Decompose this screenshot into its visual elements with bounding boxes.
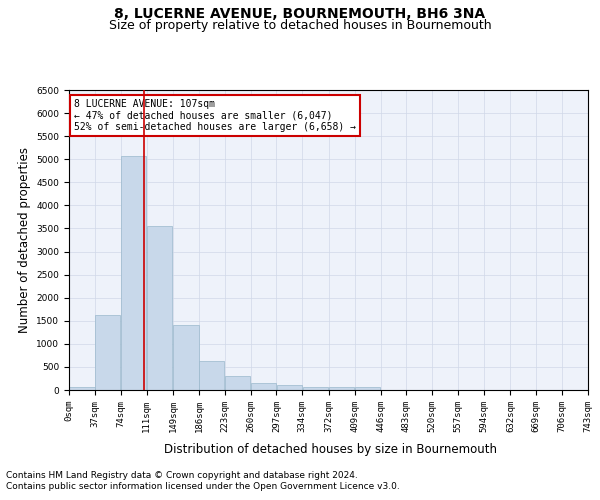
Bar: [199, 362, 224, 390]
Text: Distribution of detached houses by size in Bournemouth: Distribution of detached houses by size …: [163, 442, 497, 456]
Bar: [355, 388, 380, 390]
Bar: [225, 376, 250, 390]
Text: Contains public sector information licensed under the Open Government Licence v3: Contains public sector information licen…: [6, 482, 400, 491]
Bar: [95, 315, 121, 390]
Y-axis label: Number of detached properties: Number of detached properties: [18, 147, 31, 333]
Text: Size of property relative to detached houses in Bournemouth: Size of property relative to detached ho…: [109, 19, 491, 32]
Bar: [277, 386, 302, 390]
Bar: [121, 156, 146, 390]
Text: 8 LUCERNE AVENUE: 107sqm
← 47% of detached houses are smaller (6,047)
52% of sem: 8 LUCERNE AVENUE: 107sqm ← 47% of detach…: [74, 99, 356, 132]
Bar: [251, 383, 276, 390]
Bar: [69, 387, 95, 390]
Bar: [147, 226, 172, 390]
Bar: [173, 326, 199, 390]
Bar: [329, 388, 355, 390]
Text: 8, LUCERNE AVENUE, BOURNEMOUTH, BH6 3NA: 8, LUCERNE AVENUE, BOURNEMOUTH, BH6 3NA: [115, 8, 485, 22]
Text: Contains HM Land Registry data © Crown copyright and database right 2024.: Contains HM Land Registry data © Crown c…: [6, 471, 358, 480]
Bar: [302, 388, 328, 390]
